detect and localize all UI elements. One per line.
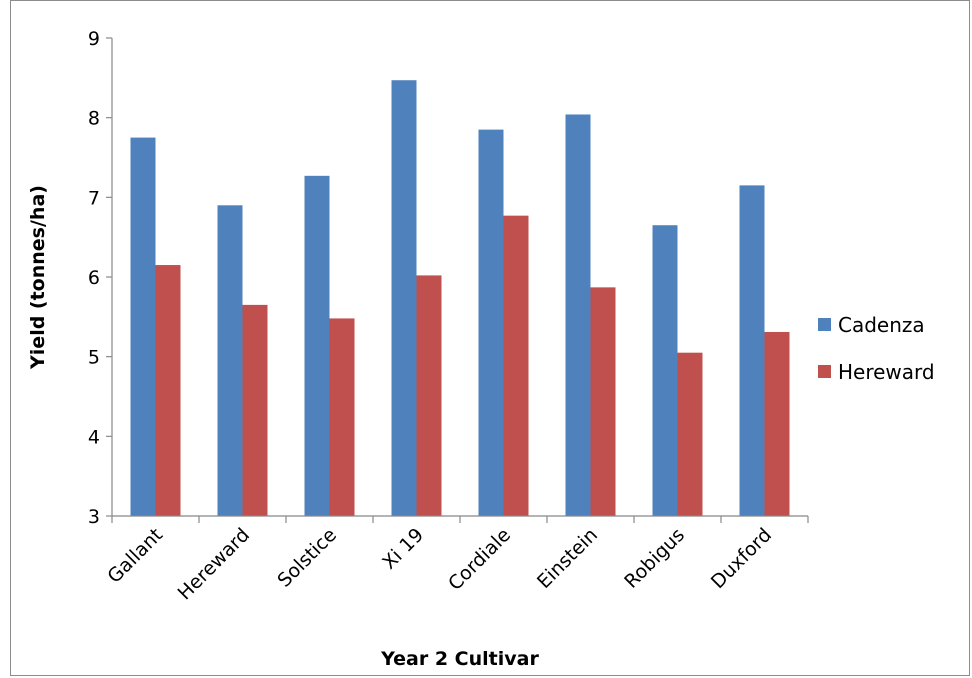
bar-cadenza-duxford [739,185,765,516]
bar-hereward-robigus [677,352,703,516]
bar-cadenza-cordiale [478,129,504,516]
legend-swatch-cadenza [818,318,831,331]
legend-swatch-hereward [818,365,831,378]
bar-hereward-cordiale [503,215,529,516]
bar-hereward-einstein [590,287,616,516]
bar-hereward-gallant [155,265,181,516]
bar-cadenza-hereward [217,205,243,517]
bar-cadenza-xi-19 [391,80,417,517]
legend-label-hereward: Hereward [838,360,935,384]
y-tick-label: 4 [88,426,100,448]
y-axis-ticks: 3 4 5 6 7 8 9 [88,28,112,528]
bar-hereward-hereward [242,304,268,516]
bar-cadenza-einstein [565,114,591,516]
x-category-label: Gallant [103,524,167,588]
y-tick-label: 5 [88,347,100,369]
bar-hereward-xi-19 [416,275,442,516]
y-tick-label: 3 [88,506,100,528]
category-labels: Gallant Hereward Solstice Xi 19 Cordiale Eins… [103,524,776,604]
x-category-label: Cordiale [444,524,515,595]
x-category-label: Solstice [273,524,341,592]
x-category-label: Einstein [533,524,602,593]
x-axis-ticks [111,516,809,523]
bar-cadenza-solstice [304,175,330,516]
bars [130,80,790,517]
x-category-label: Robigus [620,524,689,593]
x-category-label: Hereward [174,524,254,604]
legend: Cadenza Hereward [818,313,935,384]
x-category-label: Duxford [707,524,776,593]
y-axis-title: Yield (tonnes/ha) [27,185,49,370]
bar-hereward-duxford [764,331,790,516]
y-tick-label: 7 [88,187,100,209]
legend-label-cadenza: Cadenza [838,313,925,337]
y-tick-label: 9 [88,28,100,50]
x-axis-title: Year 2 Cultivar [380,648,539,670]
bar-hereward-solstice [329,318,355,516]
x-category-label: Xi 19 [378,524,428,574]
bar-cadenza-gallant [130,137,156,517]
y-tick-label: 6 [88,267,100,289]
y-tick-label: 8 [88,108,100,130]
bar-cadenza-robigus [652,225,678,516]
